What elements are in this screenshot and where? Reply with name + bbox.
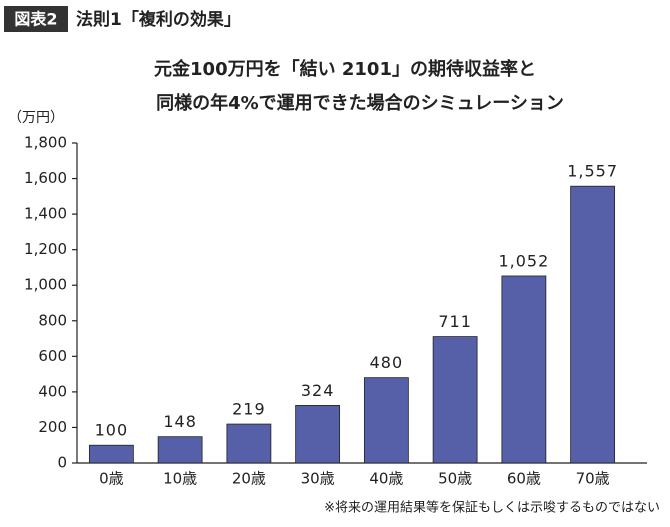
y-tick-label: 800 — [38, 311, 67, 329]
x-tick-label: 10歳 — [163, 470, 197, 488]
x-tick-label: 70歳 — [576, 470, 610, 488]
value-label: 324 — [301, 381, 335, 400]
bar — [157, 436, 203, 464]
chart-title: 同様の年4%で運用できた場合のシミュレーション — [156, 92, 564, 114]
value-label: 219 — [232, 400, 266, 419]
figure-label-box — [4, 6, 68, 32]
value-label: 1,052 — [498, 251, 549, 270]
y-tick-label: 1,000 — [24, 276, 67, 294]
bar — [295, 404, 341, 464]
figure-label: 図表2 — [14, 10, 57, 29]
x-tick-label: 0歳 — [99, 470, 124, 488]
y-unit: （万円） — [8, 110, 64, 126]
value-label: 100 — [95, 421, 129, 440]
chart-title: 元金100万円を「結い 2101」の期待収益率と — [154, 58, 536, 80]
value-label: 480 — [370, 353, 404, 372]
y-tick-label: 1,600 — [24, 169, 67, 187]
bar — [226, 423, 272, 464]
y-tick-label: 1,200 — [24, 240, 67, 258]
x-tick-label: 40歳 — [369, 470, 403, 488]
value-label: 148 — [163, 412, 197, 431]
y-tick-label: 0 — [57, 454, 67, 472]
x-tick-label: 30歳 — [301, 470, 335, 488]
bar — [432, 336, 478, 464]
value-label: 711 — [438, 312, 472, 331]
y-tick-label: 600 — [38, 347, 67, 365]
y-tick-label: 1,800 — [24, 134, 67, 152]
value-label: 1,557 — [567, 162, 618, 181]
bar — [88, 444, 134, 464]
note: ※将来の運用結果等を保証もしくは示唆するものではない — [324, 500, 660, 516]
bar — [570, 185, 616, 464]
y-tick-label: 200 — [38, 418, 67, 436]
bar — [501, 275, 547, 464]
x-tick-label: 50歳 — [438, 470, 472, 488]
y-tick-label: 400 — [38, 382, 67, 400]
y-tick-label: 1,400 — [24, 205, 67, 223]
bar — [363, 377, 409, 464]
x-tick-label: 60歳 — [507, 470, 541, 488]
x-tick-label: 20歳 — [232, 470, 266, 488]
heading: 法則1「複利の効果」 — [76, 9, 241, 30]
